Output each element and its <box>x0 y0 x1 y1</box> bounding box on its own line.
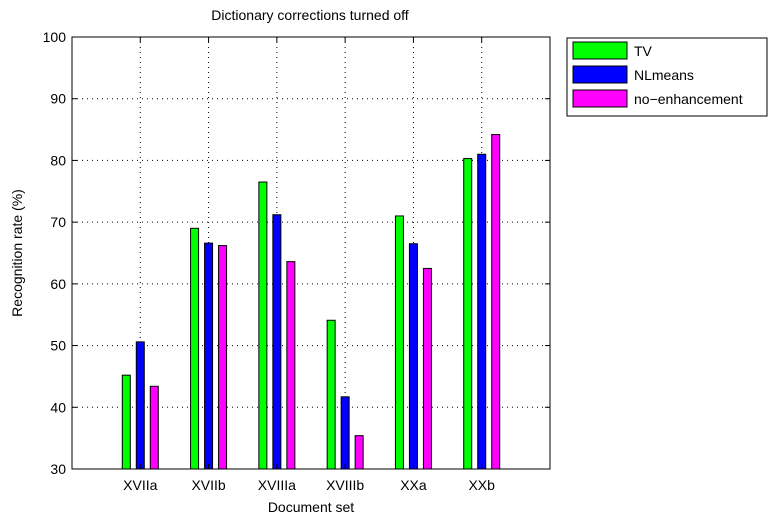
x-tick-label: XVIIa <box>123 477 157 493</box>
bars <box>121 134 501 470</box>
bar-XVIIb-1 <box>204 242 214 470</box>
legend-swatch <box>572 41 628 60</box>
bar-XVIIa-0 <box>121 374 131 470</box>
bar-XVIIIa-1 <box>272 214 282 470</box>
y-tick-label: 30 <box>50 461 66 477</box>
bar-XVIIIb-1 <box>340 396 350 470</box>
bar-XVIIa-2 <box>149 385 159 470</box>
bar-XVIIIa-2 <box>286 261 296 470</box>
bar-XXb-0 <box>463 158 473 470</box>
y-tick-label: 50 <box>50 338 66 354</box>
x-tick-label: XXb <box>468 477 495 493</box>
bar-XVIIb-0 <box>190 227 200 470</box>
bar-XXb-2 <box>491 134 501 470</box>
x-tick-label: XXa <box>400 477 427 493</box>
y-tick-label: 100 <box>43 29 67 45</box>
x-tick-label: XVIIb <box>191 477 225 493</box>
legend-label: TV <box>634 43 653 59</box>
y-tick-label: 80 <box>50 152 66 168</box>
bar-XXa-0 <box>394 215 404 470</box>
bar-XVIIa-1 <box>135 341 145 470</box>
bar-XXa-2 <box>422 267 432 470</box>
y-tick-label: 90 <box>50 91 66 107</box>
bar-XVIIIb-2 <box>354 435 364 470</box>
legend-label: NLmeans <box>634 67 694 83</box>
y-axis-label: Recognition rate (%) <box>9 189 25 317</box>
plot-frame <box>71 36 551 470</box>
legend: TV NLmeans no−enhancement <box>566 37 768 117</box>
y-tick-label: 60 <box>50 276 66 292</box>
chart-title: Dictionary corrections turned off <box>211 7 408 23</box>
y-tick-label: 40 <box>50 399 66 415</box>
legend-label: no−enhancement <box>634 91 743 107</box>
x-tick-label: XVIIIb <box>326 477 364 493</box>
legend-swatch <box>572 89 628 108</box>
x-axis-label: Document set <box>268 499 354 515</box>
axis-ticks <box>72 36 550 470</box>
x-tick-labels: XVIIa XVIIb XVIIIa XVIIIb XXa XXb <box>123 477 495 493</box>
legend-swatch <box>572 65 628 84</box>
bar-XXa-1 <box>408 243 418 470</box>
y-tick-labels: 30 40 50 60 70 80 90 100 <box>43 29 67 477</box>
y-tick-label: 70 <box>50 214 66 230</box>
bar-XXb-1 <box>477 153 487 470</box>
bar-XVIIb-2 <box>218 245 228 470</box>
x-tick-label: XVIIIa <box>258 477 296 493</box>
bar-XVIIIb-0 <box>326 319 336 470</box>
bar-XVIIIa-0 <box>258 181 268 470</box>
